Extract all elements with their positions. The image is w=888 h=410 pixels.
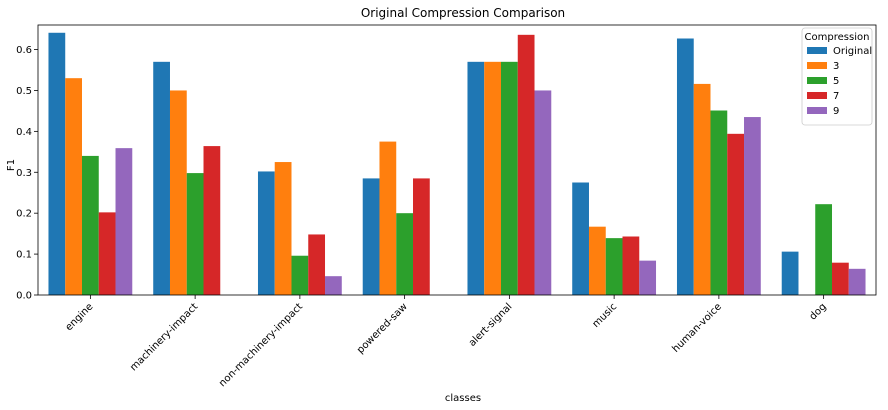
x-tick-label-engine: engine [64, 301, 96, 333]
y-tick-label: 0.1 [16, 250, 32, 261]
x-tick-label-alert-signal: alert-signal [467, 301, 515, 349]
bar-human-voice-9 [744, 117, 761, 295]
y-tick-label: 0.3 [16, 168, 32, 179]
bar-machinery-impact-7 [203, 146, 221, 295]
legend: Compression Original 3 5 7 9 [801, 27, 873, 126]
y-tick-label: 0.5 [16, 86, 32, 97]
plot-area: 0.0 0.1 0.2 0.3 0.4 0.5 0.6 engine machinery-imp… [16, 24, 877, 389]
bar-non-machinery-impact-9 [325, 276, 342, 295]
x-tick-label-human-voice: human-voice [670, 301, 724, 355]
legend-entry-3: 3 [833, 61, 839, 72]
x-tick-label-dog: dog [808, 301, 829, 322]
x-axis-label: classes [445, 393, 481, 404]
bar-powered-saw-5 [396, 213, 414, 295]
bar-alert-signal-9 [534, 90, 552, 295]
bar-music-7 [622, 236, 640, 295]
bar-non-machinery-impact-5 [291, 255, 309, 295]
legend-entry-5: 5 [833, 76, 839, 87]
bar-dog-Original [781, 251, 799, 295]
legend-entry-7: 7 [833, 91, 839, 102]
bar-non-machinery-impact-7 [308, 234, 326, 295]
y-tick-label: 0.2 [16, 209, 32, 220]
x-tick-label-non-machinery-impact: non-machinery-impact [217, 301, 305, 389]
bar-non-machinery-impact-3 [274, 162, 292, 295]
x-tick-label-powered-saw: powered-saw [355, 301, 410, 356]
legend-swatch-7 [807, 92, 827, 99]
legend-swatch-5 [807, 77, 827, 84]
bar-dog-5 [815, 204, 833, 295]
bar-machinery-impact-5 [186, 173, 204, 295]
bar-alert-signal-3 [484, 61, 501, 296]
y-axis-label: F1 [6, 159, 17, 171]
bar-machinery-impact-3 [169, 90, 187, 295]
x-tick-label-music: music [591, 301, 620, 330]
bar-human-voice-3 [693, 83, 711, 295]
bar-engine-7 [98, 212, 116, 295]
bar-human-voice-7 [727, 133, 745, 295]
bar-dog-9 [848, 268, 866, 295]
legend-swatch-Original [807, 47, 827, 54]
legend-swatch-3 [807, 62, 827, 69]
bar-engine-3 [65, 78, 82, 295]
y-tick-label: 0.0 [16, 291, 32, 302]
bar-powered-saw-Original [362, 178, 380, 295]
y-tick-label: 0.4 [16, 127, 32, 138]
plot-frame [37, 24, 877, 296]
bar-engine-5 [81, 155, 99, 295]
bar-music-Original [572, 182, 589, 295]
bar-machinery-impact-Original [153, 61, 170, 296]
legend-swatch-9 [807, 107, 827, 114]
bar-alert-signal-7 [517, 34, 535, 296]
bar-music-5 [605, 238, 623, 295]
bar-music-9 [639, 260, 657, 295]
bar-dog-7 [832, 262, 849, 295]
legend-entry-9: 9 [833, 106, 839, 117]
bar-music-3 [588, 226, 606, 295]
bar-engine-Original [48, 32, 66, 295]
x-tick-label-machinery-impact: machinery-impact [128, 301, 200, 373]
bar-powered-saw-3 [379, 141, 397, 295]
bar-alert-signal-Original [467, 61, 485, 296]
legend-entry-Original: Original [833, 46, 872, 57]
bar-non-machinery-impact-Original [257, 171, 275, 295]
bar-human-voice-5 [710, 110, 728, 295]
bar-engine-9 [115, 148, 133, 295]
y-tick-label: 0.6 [16, 45, 32, 56]
bar-powered-saw-7 [413, 178, 430, 295]
chart-title: Original Compression Comparison [361, 6, 565, 20]
bar-human-voice-Original [676, 38, 694, 295]
legend-title: Compression [805, 32, 870, 43]
bar-alert-signal-5 [500, 61, 518, 296]
